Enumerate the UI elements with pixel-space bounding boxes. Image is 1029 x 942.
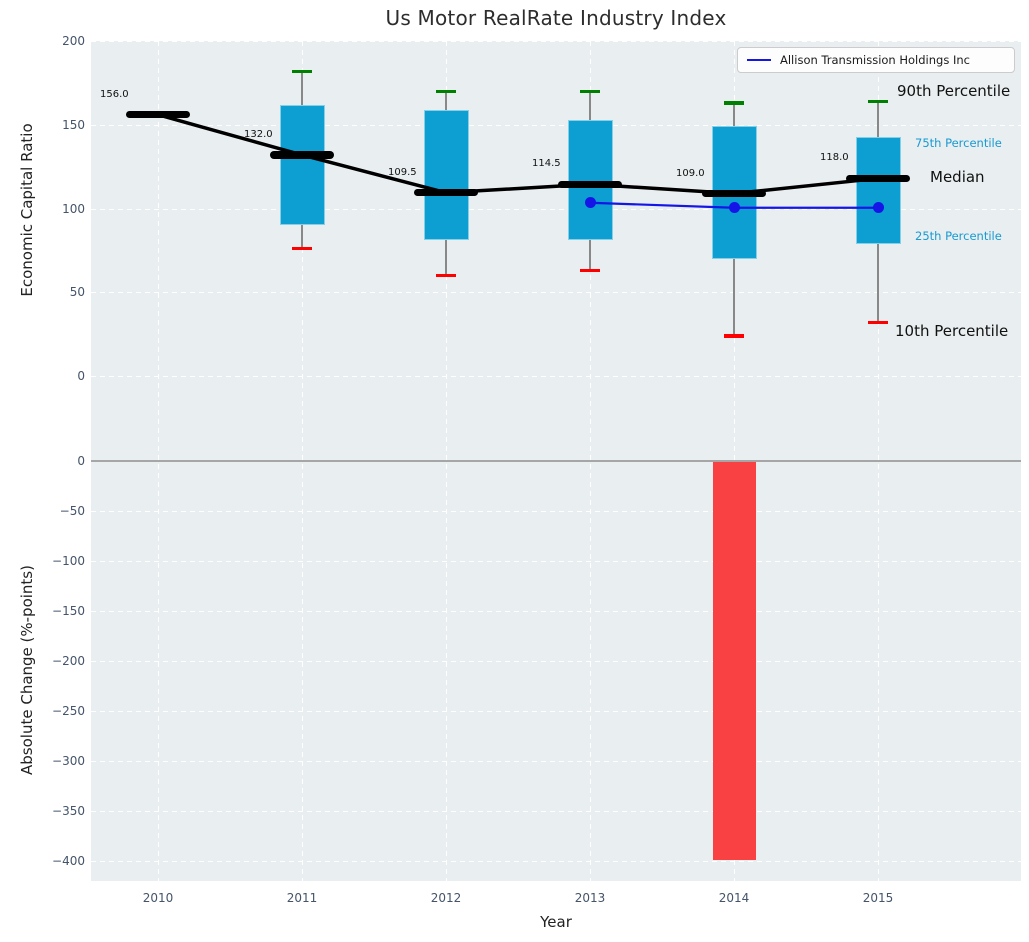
annotation-75th-percentile: 75th Percentile bbox=[915, 136, 1002, 150]
gridline-horizontal bbox=[91, 292, 1021, 294]
y-tick-label: −50 bbox=[59, 504, 85, 518]
median-value-label: 156.0 bbox=[100, 88, 129, 100]
annotation-median: Median bbox=[930, 168, 985, 186]
y-tick-label: 50 bbox=[69, 285, 85, 300]
median-segment bbox=[702, 189, 766, 198]
x-axis-label: Year bbox=[540, 913, 572, 931]
median-segment bbox=[126, 110, 190, 119]
y-tick-label: −400 bbox=[52, 854, 85, 868]
x-tick-label: 2014 bbox=[718, 891, 750, 905]
p90-cap bbox=[580, 89, 600, 93]
y-tick-label: 100 bbox=[62, 201, 85, 216]
iqr-box bbox=[423, 109, 469, 241]
median-value-label: 132.0 bbox=[244, 128, 273, 140]
annotation-25th-percentile: 25th Percentile bbox=[915, 229, 1002, 243]
y-tick-label: −350 bbox=[52, 804, 85, 818]
p10-cap bbox=[868, 320, 888, 325]
x-tick-label: 2011 bbox=[286, 891, 318, 905]
y-tick-label: −200 bbox=[52, 654, 85, 668]
p90-cap bbox=[868, 99, 888, 103]
gridline-horizontal bbox=[91, 124, 1021, 126]
median-value-label: 118.0 bbox=[820, 152, 849, 164]
legend: Allison Transmission Holdings Inc bbox=[737, 47, 1015, 73]
p10-cap bbox=[580, 269, 600, 273]
gridline-horizontal bbox=[91, 761, 1021, 762]
chart-title: Us Motor RealRate Industry Index bbox=[385, 6, 727, 30]
gridline-horizontal bbox=[91, 511, 1021, 512]
median-segment bbox=[558, 180, 622, 189]
p90-cap bbox=[436, 89, 456, 93]
y-tick-label: 0 bbox=[77, 454, 85, 468]
annotation-90th-percentile: 90th Percentile bbox=[897, 82, 1011, 100]
legend-label: Allison Transmission Holdings Inc bbox=[780, 53, 970, 67]
iqr-box bbox=[855, 136, 901, 244]
x-tick-label: 2010 bbox=[142, 891, 174, 905]
x-tick-label: 2015 bbox=[862, 891, 894, 905]
y-tick-label: 150 bbox=[62, 117, 85, 132]
bottom-y-axis-label: Absolute Change (%-points) bbox=[18, 565, 36, 775]
plot-area: 156.0 132.0 109.5 114.5 109.0 118.0 bbox=[91, 41, 1021, 881]
iqr-box bbox=[279, 104, 325, 226]
gridline-horizontal bbox=[91, 611, 1021, 612]
median-segment bbox=[414, 188, 478, 197]
company-point bbox=[872, 202, 884, 214]
gridline-horizontal bbox=[91, 861, 1021, 862]
gridline-horizontal bbox=[91, 376, 1021, 378]
zero-line bbox=[91, 460, 1021, 462]
median-segment bbox=[270, 151, 334, 159]
y-tick-label: 200 bbox=[62, 34, 85, 48]
median-value-label: 109.0 bbox=[676, 167, 705, 179]
gridline-horizontal bbox=[91, 661, 1021, 662]
p10-cap bbox=[436, 274, 456, 278]
gridline-horizontal bbox=[91, 811, 1021, 812]
y-tick-label: −100 bbox=[52, 554, 85, 568]
iqr-box bbox=[567, 119, 613, 241]
median-segment bbox=[846, 174, 910, 183]
gridline-horizontal bbox=[91, 41, 1021, 42]
median-value-label: 109.5 bbox=[388, 166, 417, 178]
x-tick-label: 2012 bbox=[430, 891, 462, 905]
gridline-horizontal bbox=[91, 561, 1021, 562]
p90-cap bbox=[292, 69, 312, 73]
y-tick-label: −300 bbox=[52, 754, 85, 768]
y-tick-label: −250 bbox=[52, 704, 85, 718]
gridline-horizontal bbox=[91, 711, 1021, 712]
gridline-horizontal bbox=[91, 208, 1021, 210]
median-value-label: 114.5 bbox=[532, 158, 561, 170]
x-tick-label: 2013 bbox=[574, 891, 606, 905]
legend-line-swatch bbox=[747, 58, 771, 62]
p10-cap bbox=[724, 334, 744, 338]
median-line bbox=[156, 112, 880, 196]
company-point bbox=[728, 202, 740, 214]
change-bar bbox=[712, 461, 756, 860]
annotation-10th-percentile: 10th Percentile bbox=[895, 322, 1009, 340]
p90-cap bbox=[724, 101, 744, 105]
p10-cap bbox=[292, 247, 312, 251]
company-point bbox=[584, 197, 596, 209]
y-tick-label: 0 bbox=[77, 369, 85, 384]
y-tick-label: −150 bbox=[52, 604, 85, 618]
